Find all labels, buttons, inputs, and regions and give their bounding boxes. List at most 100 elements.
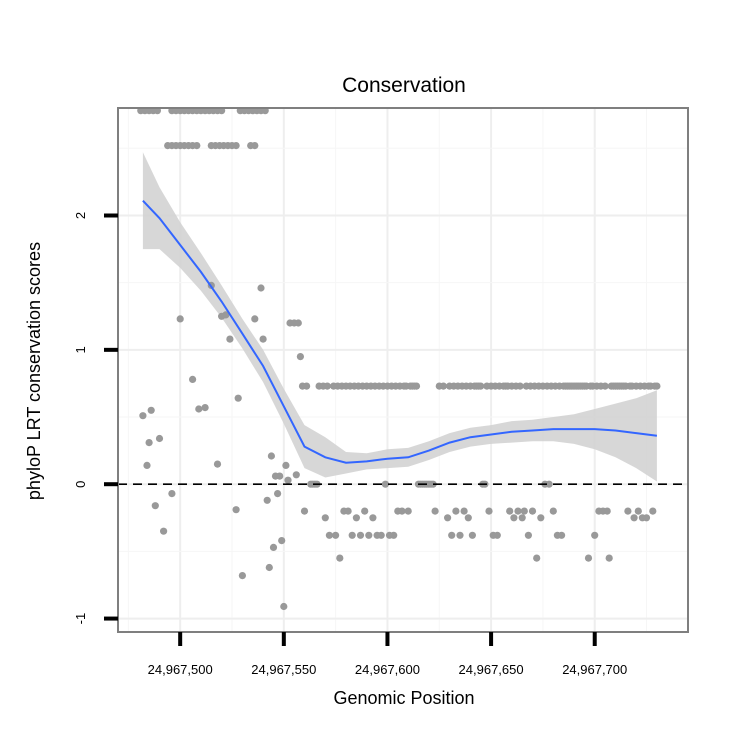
x-tick-label: 24,967,700 <box>562 662 627 677</box>
data-point <box>280 602 288 611</box>
confidence-ribbon <box>142 152 657 482</box>
data-point <box>143 461 151 469</box>
data-point <box>226 335 234 343</box>
grid <box>118 108 688 632</box>
data-point <box>303 382 311 390</box>
data-point <box>412 382 421 390</box>
data-point <box>263 496 271 504</box>
data-point <box>390 531 398 539</box>
data-point <box>296 353 304 361</box>
data-point <box>653 382 661 390</box>
data-point <box>195 405 203 413</box>
data-point <box>269 543 278 552</box>
data-point <box>601 382 609 390</box>
data-point <box>232 506 240 514</box>
data-point <box>251 142 259 150</box>
data-point <box>549 507 557 515</box>
data-point <box>365 531 373 539</box>
smooth-line <box>142 200 658 464</box>
data-point <box>516 382 524 390</box>
data-point <box>528 507 537 515</box>
data-point <box>265 563 273 572</box>
data-point <box>630 514 638 522</box>
data-point <box>361 507 369 515</box>
data-point <box>514 507 522 515</box>
data-point <box>323 382 331 390</box>
x-axis-title: Genomic Position <box>333 688 474 708</box>
smooth-line-layer <box>142 200 658 464</box>
data-point <box>537 514 545 522</box>
data-point <box>377 531 385 539</box>
data-point <box>605 554 613 562</box>
data-point <box>591 531 599 539</box>
data-point <box>624 507 632 515</box>
data-point <box>452 507 460 515</box>
data-point <box>325 531 333 539</box>
data-point <box>238 572 246 580</box>
data-point <box>213 460 222 468</box>
data-point <box>464 514 472 522</box>
data-point <box>520 507 528 515</box>
data-point <box>634 507 642 515</box>
data-point <box>139 412 147 420</box>
data-point <box>381 480 389 488</box>
x-tick-label: 24,967,550 <box>251 662 316 677</box>
data-point <box>477 382 485 390</box>
data-point <box>649 507 657 515</box>
data-point <box>352 514 360 522</box>
data-point <box>460 507 468 515</box>
data-point <box>274 490 282 498</box>
x-tick-label: 24,967,500 <box>148 662 213 677</box>
data-point <box>201 404 209 412</box>
y-tick-label: 2 <box>73 212 88 219</box>
data-point <box>189 375 197 383</box>
data-point <box>485 507 493 515</box>
data-point <box>321 514 329 522</box>
data-point <box>294 319 302 327</box>
data-point <box>506 507 514 515</box>
data-point <box>642 514 651 522</box>
data-point <box>510 514 518 522</box>
chart-title: Conservation <box>342 74 466 97</box>
data-point <box>251 315 259 323</box>
data-point <box>493 531 501 539</box>
data-point <box>267 452 275 460</box>
data-point <box>160 527 168 535</box>
data-point <box>524 531 533 539</box>
data-point <box>193 142 201 150</box>
data-point <box>234 394 242 402</box>
x-axis: 24,967,500 24,967,550 24,967,600 24,967,650… <box>148 632 627 677</box>
data-point <box>448 531 456 539</box>
data-point <box>518 514 526 522</box>
data-point <box>332 531 340 539</box>
data-point <box>348 531 356 539</box>
data-point <box>456 531 464 539</box>
data-point <box>155 434 164 443</box>
data-point <box>398 507 406 515</box>
data-point <box>545 480 553 488</box>
data-point <box>468 531 476 539</box>
data-point <box>168 490 176 498</box>
data-point <box>439 382 447 390</box>
data-point <box>284 476 292 484</box>
data-point <box>232 142 240 150</box>
data-point <box>558 531 566 539</box>
data-point <box>369 514 377 522</box>
data-point <box>584 554 593 562</box>
data-point <box>292 471 300 479</box>
data-point <box>444 514 452 522</box>
data-point <box>276 472 284 480</box>
data-point <box>356 531 365 539</box>
y-tick-label: 1 <box>73 346 88 353</box>
data-point <box>404 507 412 515</box>
y-axis: -1 0 1 2 <box>73 212 118 624</box>
x-tick-label: 24,967,650 <box>459 662 524 677</box>
y-tick-label: 0 <box>73 481 88 488</box>
data-point <box>344 507 352 515</box>
confidence-ribbon-layer <box>142 152 657 482</box>
data-points <box>137 107 661 611</box>
data-point <box>533 554 541 562</box>
data-point <box>176 315 184 323</box>
data-point <box>145 439 153 447</box>
